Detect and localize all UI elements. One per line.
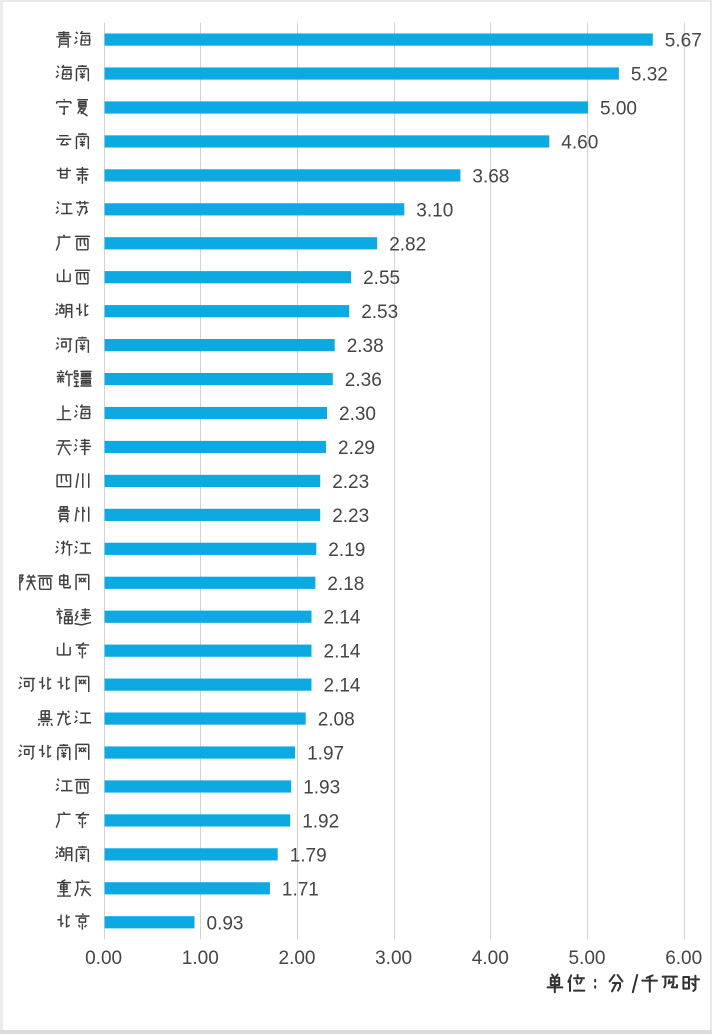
svg-text:5.32: 5.32 xyxy=(631,65,668,86)
svg-text:1.97: 1.97 xyxy=(307,744,344,765)
svg-text:2.29: 2.29 xyxy=(338,438,375,459)
svg-text:1.79: 1.79 xyxy=(290,845,327,866)
svg-text:5.00: 5.00 xyxy=(569,948,606,969)
svg-text:2.23: 2.23 xyxy=(332,506,369,527)
svg-text:2.18: 2.18 xyxy=(327,574,364,595)
svg-text:1.92: 1.92 xyxy=(302,811,339,832)
svg-text:0.00: 0.00 xyxy=(85,948,122,969)
svg-text:5.00: 5.00 xyxy=(600,98,637,119)
svg-text:0.93: 0.93 xyxy=(207,913,244,934)
svg-text:2.14: 2.14 xyxy=(324,608,361,629)
svg-text:2.08: 2.08 xyxy=(318,710,355,731)
svg-text:2.00: 2.00 xyxy=(279,948,316,969)
svg-text:3.10: 3.10 xyxy=(416,200,453,221)
svg-text:1.00: 1.00 xyxy=(182,948,219,969)
svg-text:4.60: 4.60 xyxy=(561,132,598,153)
svg-text:2.14: 2.14 xyxy=(324,676,361,697)
svg-text:3.68: 3.68 xyxy=(472,166,509,187)
svg-text:2.53: 2.53 xyxy=(361,302,398,323)
svg-text:1.93: 1.93 xyxy=(303,777,340,798)
svg-text:3.00: 3.00 xyxy=(375,948,412,969)
svg-text:6.00: 6.00 xyxy=(665,948,702,969)
svg-text:1.71: 1.71 xyxy=(282,879,319,900)
svg-text:2.82: 2.82 xyxy=(389,234,426,255)
svg-text:2.14: 2.14 xyxy=(324,642,361,663)
svg-text:2.19: 2.19 xyxy=(328,540,365,561)
svg-text:4.00: 4.00 xyxy=(472,948,509,969)
svg-text:2.23: 2.23 xyxy=(332,472,369,493)
svg-text:2.30: 2.30 xyxy=(339,404,376,425)
svg-text:5.67: 5.67 xyxy=(665,31,702,52)
svg-text:2.36: 2.36 xyxy=(345,370,382,391)
svg-text:2.38: 2.38 xyxy=(347,336,384,357)
svg-text:2.55: 2.55 xyxy=(363,268,400,289)
